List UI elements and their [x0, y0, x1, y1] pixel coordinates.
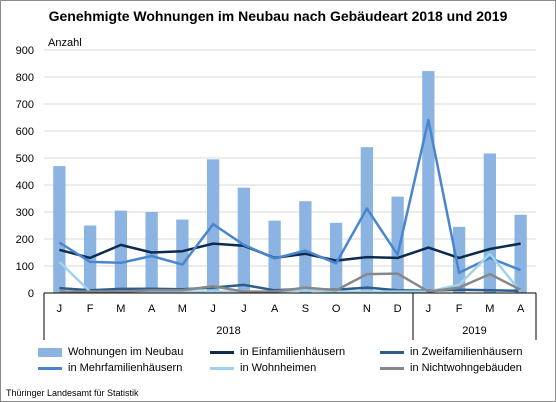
bar-neubau-2	[114, 210, 128, 293]
y-tick-label-200: 200	[16, 234, 34, 246]
x-tick-label-12: J	[426, 303, 432, 315]
x-tick-label-9: O	[332, 303, 341, 315]
line-series-wohnheime	[58, 252, 522, 293]
legend-swatch-mehrfamilien	[38, 366, 62, 370]
y-tick-label-800: 800	[16, 72, 34, 84]
chart-title: Genehmigte Wohnungen im Neubau nach Gebä…	[48, 8, 508, 24]
x-tick-label-8: S	[302, 303, 309, 315]
y-tick-label-600: 600	[16, 126, 34, 138]
bar-neubau-1	[83, 225, 97, 293]
bar-neubau-14	[483, 153, 497, 293]
source-note: Thüringer Landesamt für Statistik	[6, 388, 139, 398]
bar-neubau-11	[391, 196, 404, 293]
line-series-mehrfamilien	[58, 118, 522, 275]
legend-swatch-einfamilien	[210, 350, 234, 354]
bar-neubau-13	[452, 226, 466, 293]
line-series-nichtwohn	[59, 272, 522, 293]
x-tick-label-6: J	[241, 303, 247, 315]
y-axis-unit-label: Anzahl	[48, 37, 82, 49]
legend-label-wohnheime: in Wohnheimen	[240, 362, 317, 374]
legend-item-neubau: Wohnungen im Neubau	[38, 346, 183, 358]
legend-item-mehrfamilien: in Mehrfamilienhäusern	[38, 362, 182, 374]
y-tick-label-400: 400	[16, 180, 34, 192]
x-tick-label-1: F	[87, 303, 94, 315]
y-tick-label-100: 100	[16, 261, 34, 273]
year-label-2019: 2019	[462, 325, 486, 337]
legend-label-zweifamilien: in Zweifamilienhäusern	[410, 346, 523, 358]
legend-item-zweifamilien: in Zweifamilienhäusern	[380, 346, 523, 358]
bar-neubau-12	[422, 71, 435, 293]
x-tick-label-7: A	[271, 303, 279, 315]
legend-swatch-nichtwohn	[380, 366, 404, 370]
x-tick-label-10: N	[363, 303, 371, 315]
bar-neubau-0	[53, 166, 66, 293]
y-tick-label-0: 0	[28, 288, 34, 300]
x-tick-label-14: M	[485, 303, 494, 315]
x-tick-label-13: F	[456, 303, 463, 315]
legend-item-einfamilien: in Einfamilienhäusern	[210, 346, 345, 358]
x-tick-label-15: A	[517, 303, 525, 315]
legend-label-einfamilien: in Einfamilienhäusern	[240, 346, 346, 358]
bar-neubau-15	[514, 214, 527, 293]
legend-label-mehrfamilien: in Mehrfamilienhäusern	[68, 362, 183, 374]
bar-neubau-8	[299, 201, 312, 293]
legend-label-neubau: Wohnungen im Neubau	[68, 346, 184, 358]
legend: Wohnungen im Neubau in Einfamilienhäuser…	[32, 346, 552, 380]
bar-neubau-10	[360, 147, 374, 293]
y-tick-label-900: 900	[16, 45, 34, 57]
bar-neubau-9	[329, 222, 343, 293]
x-tick-label-5: J	[210, 303, 216, 315]
x-tick-label-0: J	[57, 303, 63, 315]
y-tick-label-300: 300	[16, 207, 34, 219]
x-tick-label-3: A	[148, 303, 156, 315]
bar-neubau-6	[237, 187, 251, 293]
y-tick-label-700: 700	[16, 99, 34, 111]
legend-label-nichtwohn: in Nichtwohngebäuden	[410, 362, 522, 374]
bar-neubau-4	[176, 219, 189, 293]
legend-item-nichtwohn: in Nichtwohngebäuden	[380, 362, 522, 374]
year-label-2018: 2018	[216, 325, 240, 337]
legend-swatch-neubau	[38, 347, 62, 357]
legend-swatch-wohnheime	[210, 366, 234, 370]
legend-swatch-zweifamilien	[380, 350, 404, 354]
x-tick-label-2: M	[116, 303, 125, 315]
line-series-einfamilien	[59, 242, 521, 262]
legend-item-wohnheime: in Wohnheimen	[210, 362, 316, 374]
y-tick-label-500: 500	[16, 153, 34, 165]
x-tick-label-11: D	[394, 303, 402, 315]
x-tick-label-4: M	[178, 303, 187, 315]
